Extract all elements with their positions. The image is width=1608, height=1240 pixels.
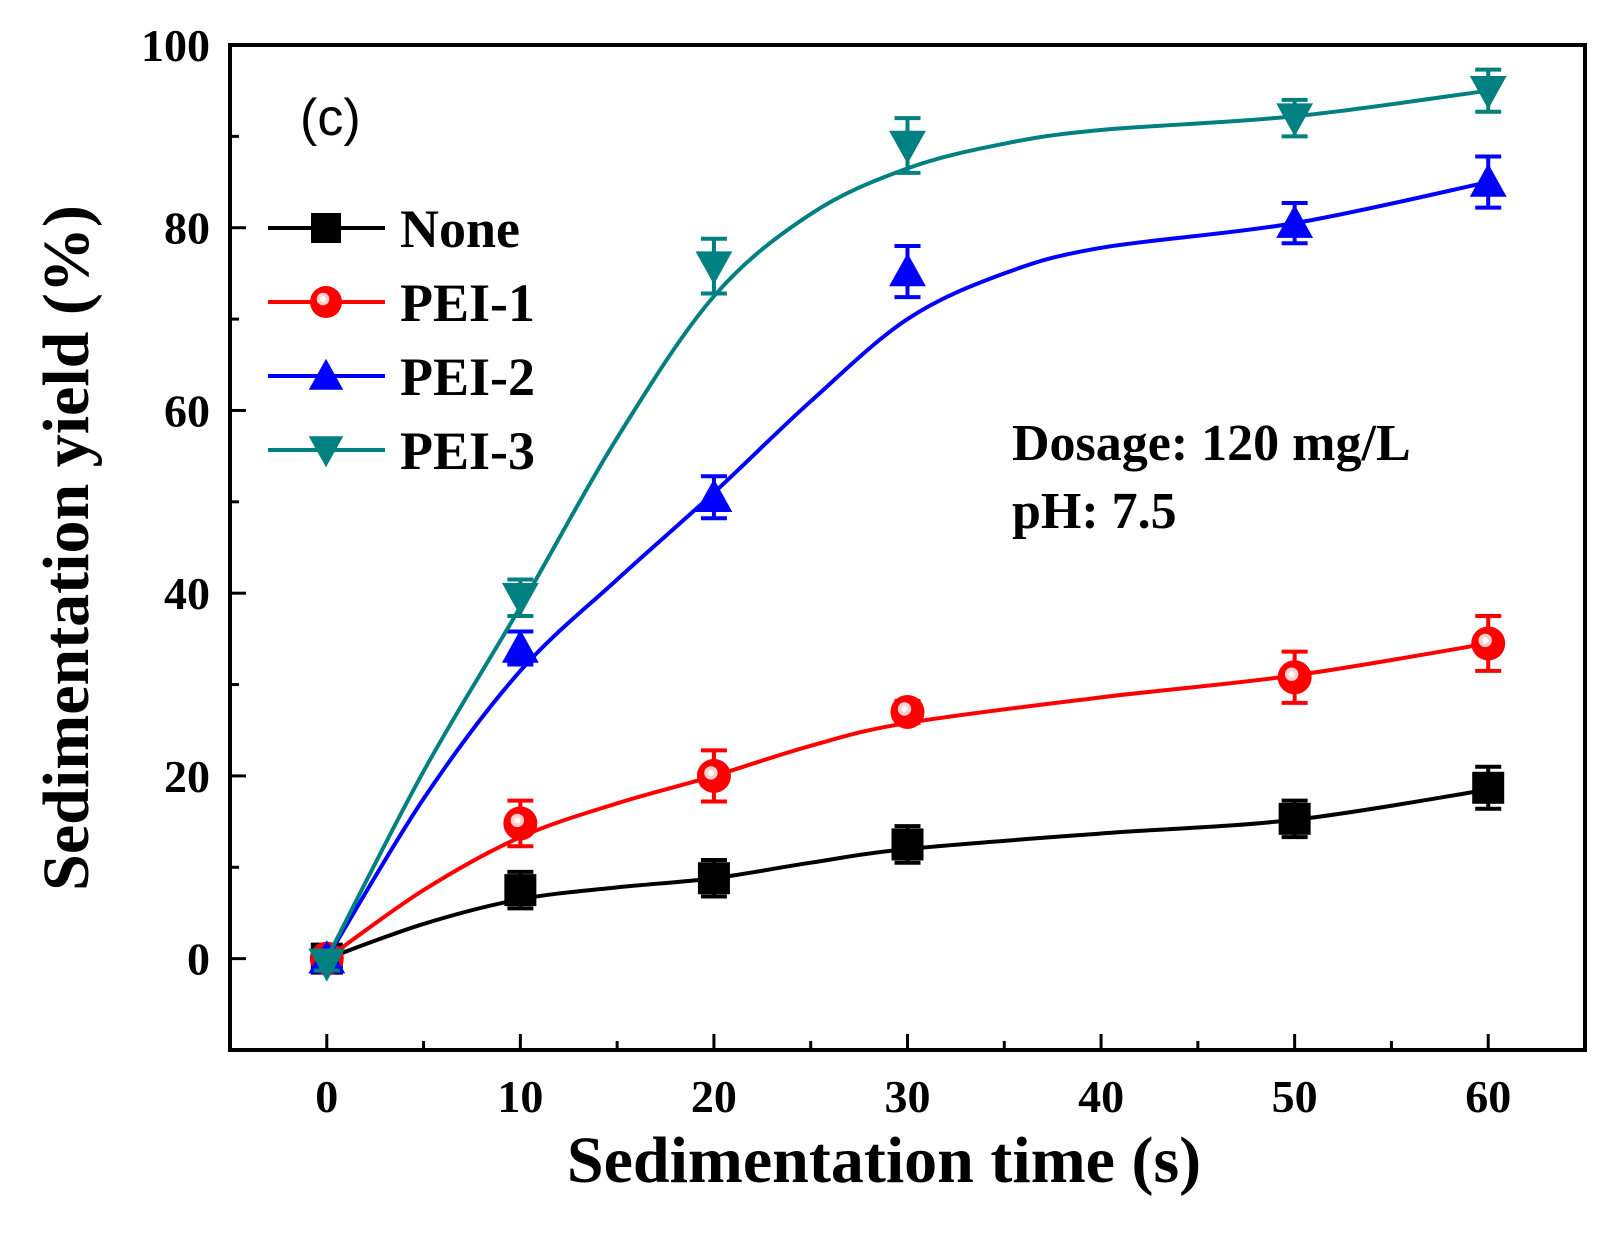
plot-frame xyxy=(228,43,1587,1052)
data-point-highlight-core xyxy=(901,706,908,712)
y-tick-label: 40 xyxy=(164,568,210,619)
legend-label: PEI-2 xyxy=(400,347,535,407)
y-tick-label: 80 xyxy=(164,203,210,254)
series-pei-3 xyxy=(308,67,1507,982)
y-tick-label: 100 xyxy=(141,20,210,71)
legend-item-pei-3: PEI-3 xyxy=(268,421,535,481)
axes-layer: 0 10 20 30 40 50 60 0 20 40 60 80 100 xyxy=(141,20,1511,1122)
data-point-highlight-core xyxy=(514,817,521,824)
data-point xyxy=(889,130,926,164)
annotation-dosage: Dosage: 120 mg/L xyxy=(1012,415,1411,472)
data-point xyxy=(1471,626,1506,661)
data-point xyxy=(1472,771,1505,804)
legend-marker xyxy=(311,213,341,243)
series-none xyxy=(310,764,1505,975)
y-tick-label: 20 xyxy=(164,751,210,802)
annotation-ph: pH: 7.5 xyxy=(1012,483,1177,540)
data-point xyxy=(504,874,537,907)
legend-marker xyxy=(308,358,344,390)
series-layer xyxy=(308,67,1507,982)
data-point xyxy=(695,478,733,512)
data-point xyxy=(1278,802,1311,835)
data-point-highlight-core xyxy=(1482,637,1489,644)
panel-label: (c) xyxy=(300,89,361,147)
legend-marker xyxy=(310,286,342,318)
data-point xyxy=(696,758,731,793)
data-point xyxy=(891,828,924,861)
y-axis-title: Sedimentation yield (%) xyxy=(30,205,103,891)
data-point xyxy=(1277,660,1312,695)
data-point xyxy=(695,251,733,285)
x-tick-label: 20 xyxy=(691,1071,737,1122)
x-tick-label: 40 xyxy=(1078,1071,1124,1122)
series-line-none xyxy=(326,787,1489,961)
data-point xyxy=(890,694,925,729)
legend-item-none: None xyxy=(268,199,520,259)
series-line-pei-1 xyxy=(325,641,1489,961)
data-point-highlight-core xyxy=(708,770,714,776)
series-pei-1 xyxy=(309,614,1506,976)
legend-marker-highlight-core xyxy=(320,296,326,302)
legend-label: PEI-3 xyxy=(400,421,535,481)
x-tick-label: 30 xyxy=(885,1071,931,1122)
data-point xyxy=(308,948,346,982)
data-point xyxy=(697,862,730,895)
x-tick-label: 60 xyxy=(1465,1071,1511,1122)
legend-item-pei-1: PEI-1 xyxy=(268,273,535,333)
x-tick-label: 10 xyxy=(497,1071,543,1122)
legend: None PEI-1 PEI-2 PEI-3 xyxy=(268,199,535,481)
data-point xyxy=(503,806,538,841)
data-point xyxy=(1469,163,1507,197)
legend-label: PEI-1 xyxy=(400,273,535,333)
x-axis-title: Sedimentation time (s) xyxy=(567,1124,1201,1197)
series-pei-2 xyxy=(308,154,1507,974)
legend-item-pei-2: PEI-2 xyxy=(268,347,535,407)
data-point xyxy=(1276,204,1314,238)
data-point-highlight-core xyxy=(1288,671,1295,678)
data-point xyxy=(501,583,539,617)
data-point xyxy=(501,629,539,663)
series-line-pei-3 xyxy=(325,88,1489,960)
x-tick-label: 50 xyxy=(1272,1071,1318,1122)
y-tick-label: 60 xyxy=(164,385,210,436)
data-point xyxy=(1276,103,1314,137)
y-tick-label: 0 xyxy=(187,934,210,985)
series-line-pei-2 xyxy=(325,180,1489,960)
data-point xyxy=(889,253,926,287)
legend-label: None xyxy=(400,199,520,259)
legend-marker xyxy=(308,436,344,468)
x-tick-label: 0 xyxy=(315,1071,338,1122)
data-point xyxy=(1469,75,1507,110)
